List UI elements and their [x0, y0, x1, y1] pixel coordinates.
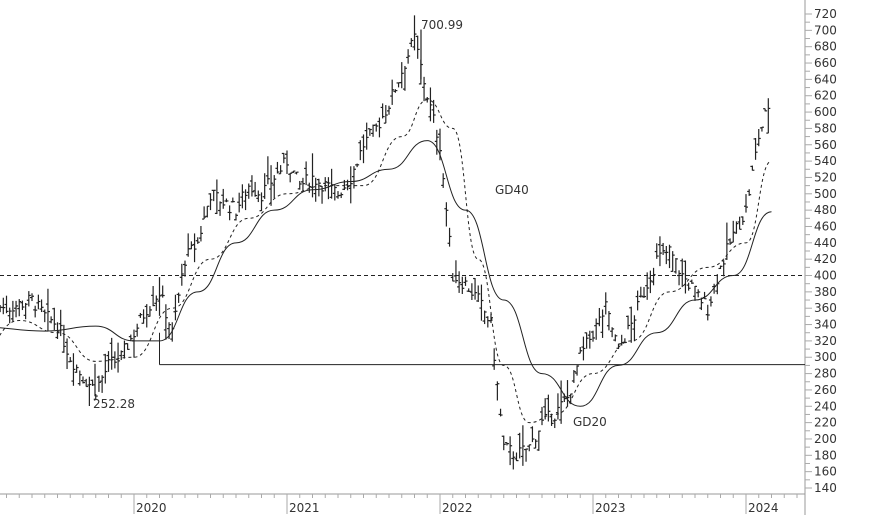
y-tick-label: 360 — [814, 301, 837, 315]
gd40-moving-average-line — [0, 140, 772, 407]
x-tick-label: 2020 — [136, 501, 167, 515]
y-tick-label: 600 — [814, 105, 837, 119]
gd20-moving-average-line — [0, 99, 772, 424]
y-tick-label: 540 — [814, 154, 837, 168]
y-tick-label: 620 — [814, 89, 837, 103]
gd40-label: GD40 — [495, 183, 529, 197]
y-tick-label: 520 — [814, 170, 837, 184]
y-tick-label: 180 — [814, 448, 837, 462]
y-tick-label: 420 — [814, 252, 837, 266]
y-tick-label: 380 — [814, 285, 837, 299]
x-axis: 2020 2021 2022 2023 2024 — [0, 493, 805, 515]
y-tick-label: 160 — [814, 465, 837, 479]
high-annotation: 700.99 — [421, 18, 463, 32]
y-tick-label: 720 — [814, 7, 837, 21]
x-tick-label: 2024 — [748, 501, 779, 515]
y-tick-label: 460 — [814, 219, 837, 233]
y-tick-label: 700 — [814, 23, 837, 37]
y-tick-label: 480 — [814, 203, 837, 217]
y-tick-label: 680 — [814, 40, 837, 54]
y-tick-label: 300 — [814, 350, 837, 364]
y-tick-label: 320 — [814, 334, 837, 348]
reference-lines — [0, 275, 805, 366]
y-tick-label: 220 — [814, 416, 837, 430]
y-tick-label: 280 — [814, 367, 837, 381]
x-tick-label: 2022 — [442, 501, 473, 515]
y-tick-label: 260 — [814, 383, 837, 397]
y-tick-label: 200 — [814, 432, 837, 446]
price-bars — [0, 15, 771, 470]
gd20-label: GD20 — [573, 415, 607, 429]
y-tick-label: 640 — [814, 72, 837, 86]
y-tick-label: 500 — [814, 187, 837, 201]
low-annotation: 252.28 — [93, 397, 135, 411]
x-tick-label: 2023 — [595, 501, 626, 515]
y-tick-label: 240 — [814, 399, 837, 413]
y-tick-label: 580 — [814, 121, 837, 135]
y-tick-label: 140 — [814, 481, 837, 495]
y-tick-label: 660 — [814, 56, 837, 70]
y-tick-label: 340 — [814, 318, 837, 332]
y-tick-label: 560 — [814, 138, 837, 152]
x-tick-label: 2021 — [289, 501, 320, 515]
y-tick-label: 400 — [814, 269, 837, 283]
y-axis: 720 700 680 660 640 620 600 580 560 540 520 500 480 4… — [804, 0, 837, 515]
y-tick-label: 440 — [814, 236, 837, 250]
